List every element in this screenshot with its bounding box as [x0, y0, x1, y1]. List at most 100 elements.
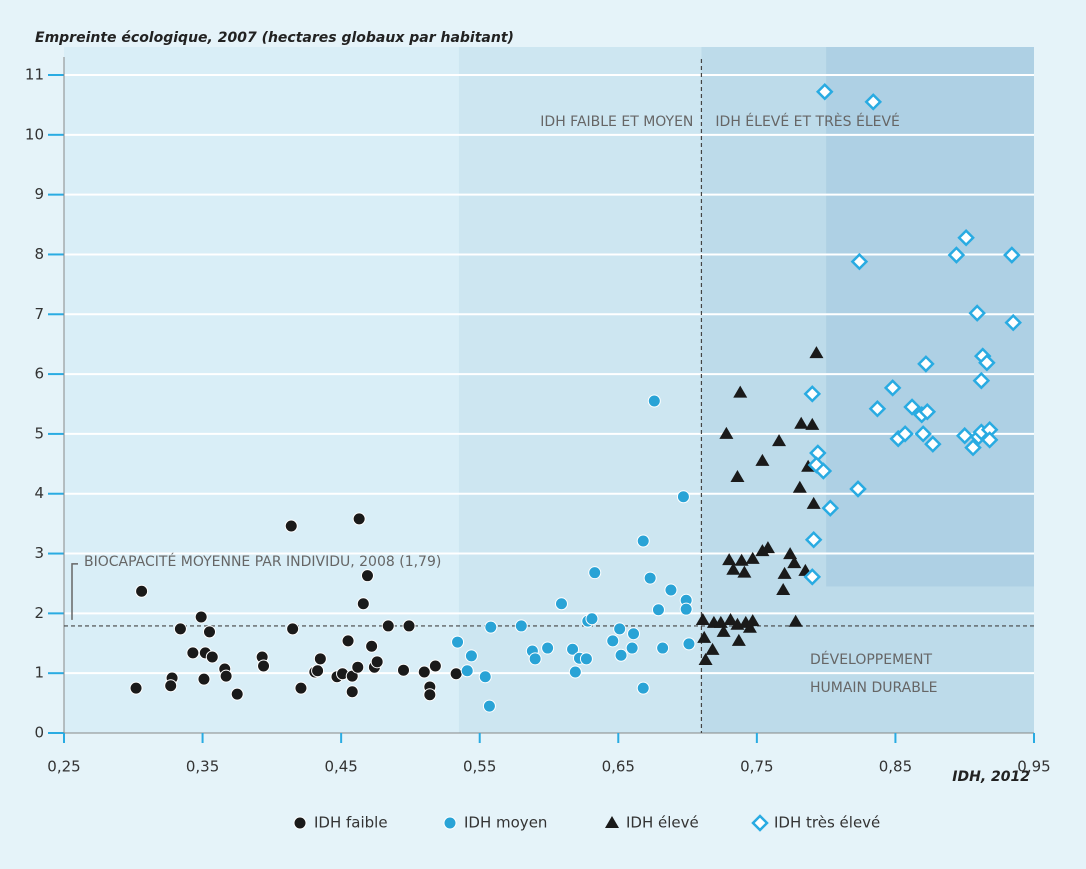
annotation: HUMAIN DURABLE: [810, 680, 938, 696]
point: [805, 417, 820, 430]
point: [917, 355, 935, 373]
point: [788, 614, 803, 627]
point: [705, 642, 720, 655]
point: [760, 541, 775, 554]
point: [173, 622, 187, 636]
point: [341, 634, 355, 648]
point: [370, 655, 384, 669]
point: [980, 431, 999, 449]
y-tick-label: 4: [34, 484, 44, 502]
annotation: IDH ÉLEVÉ ET TRÈS ÉLEVÉ: [715, 113, 899, 130]
point: [896, 425, 914, 443]
point: [978, 353, 996, 372]
legend-label: IDH moyen: [464, 814, 547, 832]
point: [230, 687, 244, 701]
point: [449, 667, 463, 681]
point: [719, 426, 734, 439]
point: [528, 652, 542, 666]
annotation: BIOCAPACITÉ MOYENNE PAR INDIVIDU, 2008 (…: [84, 553, 441, 570]
point: [776, 583, 791, 596]
y-tick-label: 1: [34, 664, 44, 682]
y-tick-label: 0: [34, 724, 44, 742]
point: [726, 562, 741, 575]
shaded-region: [826, 47, 1034, 587]
bracket: [71, 563, 78, 620]
point: [794, 416, 809, 429]
y-tick-label: 3: [34, 544, 44, 562]
point: [294, 681, 308, 695]
point: [351, 660, 365, 674]
point: [903, 398, 921, 416]
legend-label: IDH très élevé: [774, 814, 880, 832]
point: [219, 669, 233, 683]
point: [947, 246, 966, 264]
point: [286, 622, 300, 636]
chart-title: Empreinte écologique, 2007 (hectares glo…: [35, 30, 514, 46]
x-tick-label: 0,35: [186, 758, 219, 776]
x-tick-label: 0,85: [879, 758, 912, 776]
point: [664, 583, 678, 597]
point: [423, 688, 437, 702]
annotation: IDH FAIBLE ET MOYEN: [540, 114, 693, 130]
point: [809, 346, 824, 359]
point: [417, 665, 431, 679]
point: [803, 568, 822, 586]
point: [968, 304, 986, 322]
point: [745, 551, 760, 564]
point: [205, 650, 219, 664]
point: [814, 462, 833, 480]
point: [311, 664, 325, 678]
point: [742, 620, 757, 633]
y-tick-label: 10: [25, 125, 44, 143]
y-tick-label: 5: [34, 424, 44, 442]
point: [804, 531, 823, 549]
point: [734, 553, 749, 566]
point: [777, 566, 792, 579]
point: [737, 565, 752, 578]
point: [733, 385, 748, 398]
legend-label: IDH élevé: [626, 814, 699, 832]
point: [356, 597, 370, 611]
plot: [64, 47, 1034, 733]
y-tick-label: 8: [34, 245, 44, 263]
point: [792, 480, 807, 493]
point: [682, 637, 696, 651]
point: [815, 82, 834, 101]
point: [541, 641, 555, 655]
point: [428, 659, 442, 673]
point: [284, 519, 298, 533]
point: [194, 610, 208, 624]
x-tick-label: 0,65: [602, 758, 635, 776]
point: [883, 379, 902, 397]
point: [164, 679, 178, 693]
point: [722, 553, 737, 566]
point: [679, 602, 693, 616]
point: [850, 252, 869, 271]
point: [964, 438, 982, 457]
point: [614, 648, 628, 662]
point: [918, 403, 937, 421]
point: [627, 627, 641, 641]
point: [579, 652, 593, 666]
point: [924, 435, 942, 453]
point: [695, 612, 710, 625]
point: [313, 652, 327, 666]
point: [568, 665, 582, 679]
legend-label: IDH faible: [314, 814, 388, 832]
point: [972, 371, 991, 390]
point: [656, 641, 670, 655]
y-tick-label: 6: [34, 365, 44, 383]
point: [957, 228, 975, 247]
point: [514, 619, 528, 633]
point: [676, 490, 690, 504]
point: [203, 625, 216, 639]
point: [585, 612, 599, 626]
point: [716, 624, 731, 637]
point: [651, 603, 665, 617]
point: [914, 425, 932, 443]
point: [636, 534, 650, 548]
legend-marker: [605, 816, 619, 828]
point: [625, 641, 639, 655]
point: [554, 597, 568, 611]
